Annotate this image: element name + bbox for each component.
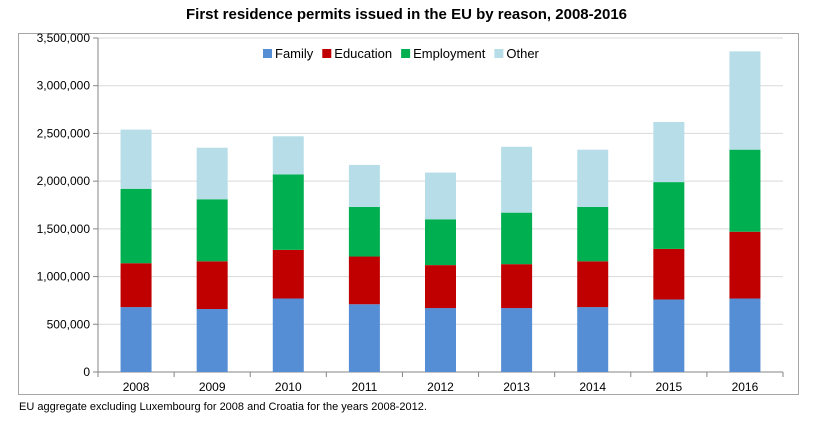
bar-family-2009[interactable] (196, 309, 228, 372)
bar-family-2011[interactable] (348, 304, 380, 372)
footnote: EU aggregate excluding Luxembourg for 20… (19, 401, 427, 413)
bar-other-2013[interactable] (501, 146, 533, 213)
bar-employment-2010[interactable] (272, 174, 304, 250)
bar-education-2009[interactable] (196, 261, 228, 310)
x-tick-label: 2008 (123, 380, 150, 394)
bar-education-2008[interactable] (120, 263, 152, 308)
legend-label-family: Family (275, 46, 314, 61)
legend-label-other: Other (506, 46, 539, 61)
bar-family-2016[interactable] (729, 298, 761, 372)
bar-education-2014[interactable] (577, 261, 609, 308)
legend-swatch-other (494, 49, 504, 58)
y-tick-label: 500,000 (47, 317, 91, 331)
bar-employment-2008[interactable] (120, 188, 152, 264)
x-tick-label: 2011 (351, 380, 377, 394)
bar-family-2014[interactable] (577, 307, 609, 372)
bar-family-2012[interactable] (425, 308, 456, 372)
bar-other-2009[interactable] (196, 147, 228, 200)
bar-other-2008[interactable] (120, 129, 152, 189)
y-tick-label: 1,000,000 (37, 270, 91, 284)
bar-other-2011[interactable] (348, 164, 380, 207)
bar-other-2014[interactable] (577, 149, 609, 207)
legend-swatch-employment (401, 49, 411, 58)
chart-title: First residence permits issued in the EU… (185, 6, 628, 23)
legend-swatch-family (263, 49, 272, 58)
bar-education-2013[interactable] (501, 264, 533, 309)
bar-education-2015[interactable] (653, 248, 685, 300)
x-tick-label: 2014 (579, 380, 606, 394)
bar-education-2011[interactable] (348, 256, 380, 305)
bar-employment-2016[interactable] (729, 149, 761, 232)
y-tick-label: 1,500,000 (37, 222, 91, 236)
bar-family-2015[interactable] (653, 299, 685, 372)
bar-employment-2012[interactable] (425, 219, 456, 266)
x-tick-label: 2015 (655, 380, 682, 394)
y-tick-label: 2,500,000 (37, 126, 91, 140)
legend-swatch-education (322, 49, 332, 58)
bar-family-2013[interactable] (501, 308, 533, 372)
bar-education-2012[interactable] (425, 265, 456, 309)
bar-other-2010[interactable] (272, 136, 304, 175)
bar-education-2010[interactable] (272, 249, 304, 299)
y-tick-label: 2,000,000 (37, 174, 91, 188)
bar-family-2010[interactable] (272, 298, 304, 372)
bar-employment-2013[interactable] (501, 212, 533, 265)
x-tick-label: 2012 (427, 380, 454, 394)
bar-employment-2011[interactable] (348, 206, 380, 257)
bar-employment-2014[interactable] (577, 206, 609, 262)
bar-other-2012[interactable] (425, 172, 456, 220)
bar-employment-2009[interactable] (196, 199, 228, 262)
bar-other-2016[interactable] (729, 51, 761, 150)
x-tick-label: 2009 (199, 380, 226, 394)
bar-family-2008[interactable] (120, 307, 152, 372)
x-tick-label: 2016 (732, 380, 759, 394)
bar-education-2016[interactable] (729, 231, 761, 299)
y-tick-label: 0 (83, 365, 90, 379)
y-tick-label: 3,500,000 (37, 31, 91, 45)
legend-label-employment: Employment (413, 46, 486, 61)
y-tick-label: 3,000,000 (37, 79, 91, 93)
x-tick-label: 2013 (503, 380, 530, 394)
bar-employment-2015[interactable] (653, 182, 685, 249)
bar-other-2015[interactable] (653, 121, 685, 183)
x-tick-label: 2010 (275, 380, 302, 394)
legend-label-education: Education (334, 46, 392, 61)
